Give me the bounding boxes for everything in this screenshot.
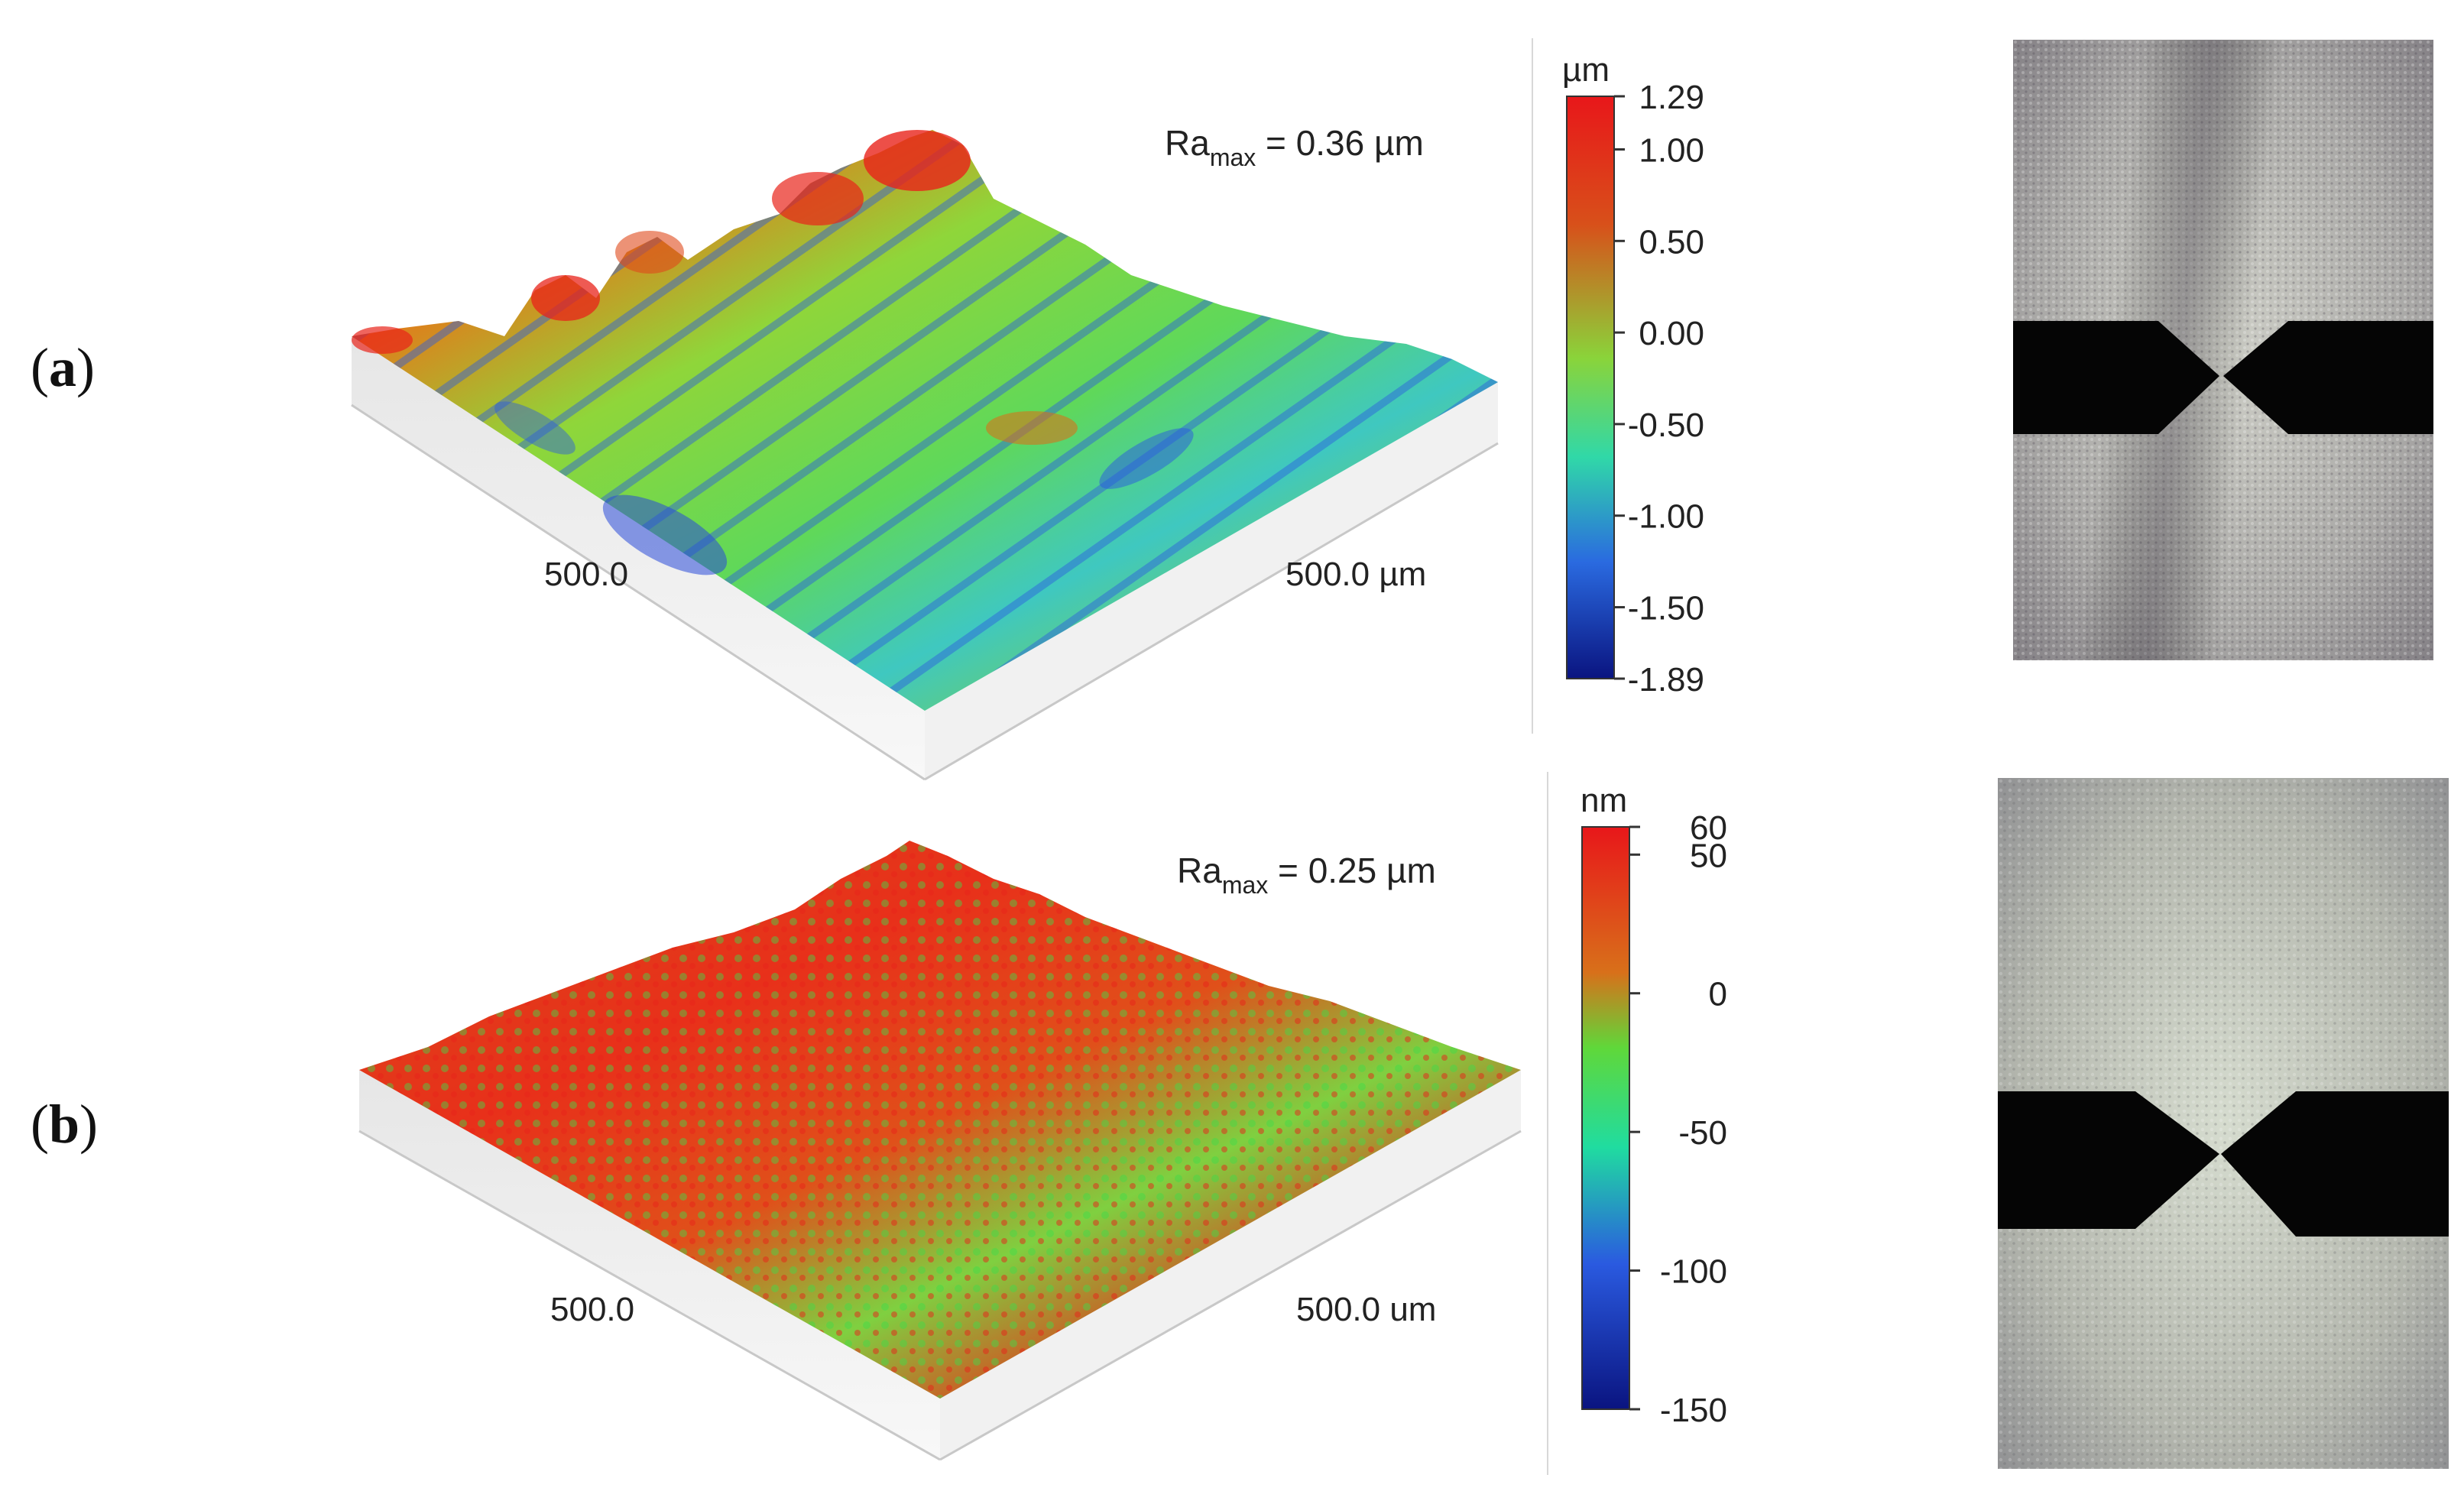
colorbar-tick-label: 0.00	[1639, 315, 1704, 352]
surface-b-texture	[359, 841, 1521, 1399]
axis-left-label-b: 500.0	[550, 1291, 634, 1328]
micrograph-a-image	[2013, 40, 2433, 660]
ra-sub-a: max	[1209, 144, 1256, 171]
colorbar-b-gradient	[1581, 826, 1630, 1410]
ra-prefix-b: Ra	[1177, 851, 1222, 890]
colorbar-tick-label: -1.50	[1628, 590, 1704, 627]
colorbar-tick-label: 0	[1709, 976, 1727, 1013]
ra-sub-b: max	[1221, 871, 1269, 899]
ra-prefix-a: Ra	[1165, 123, 1210, 163]
panel-letter-b: b	[48, 1094, 80, 1155]
colorbar-tick-label: 50	[1690, 837, 1727, 874]
axis-right-label-b: 500.0 um	[1296, 1291, 1436, 1328]
micrograph-b	[1998, 778, 2449, 1469]
surface-a-left-side	[352, 336, 925, 780]
colorbar-tick-label: -1.89	[1628, 661, 1704, 699]
colorbar-a: µm 1.29 1.00 0.50 0.00 -0.50 -1.00 -1.50 -1.89	[1562, 51, 1704, 699]
micrograph-a	[2013, 40, 2433, 660]
surface-a-right-side	[925, 382, 1498, 780]
colorbar-b-unit: nm	[1581, 782, 1627, 819]
panel-label-a: (a)	[31, 337, 95, 398]
ra-value-a: = 0.36 µm	[1256, 123, 1424, 163]
colorbar-a-unit: µm	[1562, 51, 1610, 89]
panel-label-b: (b)	[31, 1094, 99, 1155]
colorbar-a-gradient	[1566, 96, 1615, 679]
panel-letter-a: a	[48, 337, 76, 398]
colorbar-tick-label: 1.00	[1639, 131, 1704, 169]
colorbar-tick-label: 0.50	[1639, 223, 1704, 261]
colorbar-tick-label: -150	[1660, 1392, 1727, 1429]
ra-value-b: = 0.25 µm	[1268, 851, 1436, 890]
colorbar-tick-label: -1.00	[1628, 498, 1704, 536]
axis-left-label-a: 500.0	[544, 556, 628, 593]
colorbar-tick-label: -0.50	[1628, 407, 1704, 444]
divider-b	[1547, 772, 1548, 1475]
colorbar-tick-label: -50	[1678, 1114, 1727, 1152]
divider-a	[1532, 38, 1533, 734]
surface-a-ridges	[352, 130, 1498, 711]
colorbar-tick-label: 1.29	[1639, 79, 1704, 116]
probe-left-a	[2013, 321, 2219, 434]
probe-right-a	[2223, 321, 2433, 434]
ra-label-a: Ramax = 0.36 µm	[1165, 122, 1424, 172]
surface-a	[351, 130, 1499, 781]
surface-b-right-side	[940, 1070, 1521, 1460]
axis-right-label-a: 500.0 µm	[1285, 556, 1426, 593]
probe-right-b	[2221, 1091, 2449, 1237]
ra-label-b: Ramax = 0.25 µm	[1177, 850, 1436, 899]
surface-b-left-side	[359, 1070, 940, 1460]
colorbar-tick-label: 60	[1690, 809, 1727, 847]
surface-b	[358, 841, 1522, 1461]
micrograph-b-image	[1998, 778, 2449, 1469]
colorbar-tick-label: -100	[1660, 1253, 1727, 1291]
probe-left-b	[1998, 1091, 2219, 1229]
